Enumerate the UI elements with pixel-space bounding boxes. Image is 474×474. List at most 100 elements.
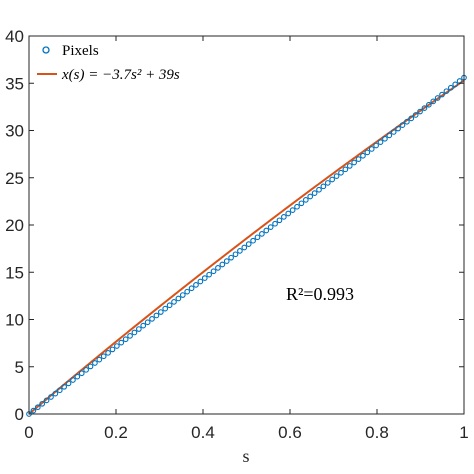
pixel-point (118, 339, 125, 346)
x-tick-label: 0.2 (104, 423, 128, 442)
pixel-point (74, 373, 81, 380)
legend: Pixels x(s) = −3.7s² + 39s (37, 43, 180, 83)
pixel-point (197, 278, 204, 285)
pixel-point (184, 288, 191, 295)
pixel-point (52, 390, 59, 397)
pixel-point (426, 101, 432, 108)
plot-frame (28, 35, 465, 415)
pixel-point (342, 166, 349, 173)
pixel-point (206, 271, 212, 278)
pixel-point (215, 265, 221, 271)
pixel-point (179, 292, 186, 298)
pixel-point (144, 319, 151, 326)
pixel-point (395, 125, 401, 132)
pixel-point (338, 169, 344, 176)
pixel-point (386, 132, 393, 139)
pixel-point (421, 105, 428, 112)
pixel-point (294, 203, 300, 210)
pixel-point (289, 207, 296, 213)
pixel-point (307, 193, 314, 200)
pixel-point (166, 302, 173, 309)
pixel-point (171, 299, 177, 305)
pixel-point (78, 370, 85, 377)
pixel-point (373, 142, 379, 149)
pixel-point (193, 282, 199, 288)
pixel-point (320, 183, 327, 190)
pixel-point (302, 197, 309, 203)
pixel-point (131, 329, 138, 336)
pixel-point (434, 95, 441, 101)
pixel-point (34, 404, 41, 411)
pixel-point (83, 366, 89, 373)
y-tick-label: 20 (5, 216, 24, 235)
x-tick-label: 0.8 (365, 423, 389, 442)
y-tick-label: 30 (5, 122, 24, 141)
pixel-point (65, 380, 72, 387)
pixel-point (333, 173, 340, 179)
r-squared-annotation: R²=0.993 (286, 284, 354, 304)
pixel-point (443, 88, 450, 95)
legend-label-pixels: Pixels (62, 43, 99, 59)
pixel-point (408, 115, 415, 122)
pixel-point (109, 346, 116, 353)
pixel-point (329, 176, 336, 183)
y-tick-label: 35 (5, 74, 24, 93)
y-tick-label: 15 (5, 263, 24, 282)
pixel-point (355, 156, 362, 162)
pixel-point (412, 112, 419, 118)
y-tick-label: 0 (15, 405, 24, 424)
pixel-point (210, 268, 217, 275)
pixel-point (39, 400, 46, 407)
pixel-point (364, 149, 371, 156)
pixel-point (377, 139, 384, 145)
y-tick-label: 40 (5, 27, 24, 46)
y-tick-label: 10 (5, 311, 24, 330)
pixel-point (87, 363, 94, 370)
pixel-point (162, 305, 169, 312)
pixel-point (140, 322, 147, 329)
pixel-point (223, 258, 230, 264)
pixel-point (122, 336, 129, 343)
legend-label-fit: x(s) = −3.7s² + 39s (61, 67, 180, 83)
pixel-point (245, 241, 252, 247)
pixel-point (285, 210, 292, 217)
pixel-point (311, 190, 318, 196)
pixel-point (61, 383, 68, 390)
pixel-point (114, 343, 120, 349)
pixel-point (382, 135, 388, 142)
pixel-point (324, 180, 331, 186)
pixel-point (30, 407, 37, 414)
pixel-point (316, 186, 322, 193)
pixel-point (237, 248, 243, 254)
x-tick-label: 1 (459, 423, 468, 442)
pixel-point (105, 349, 111, 356)
y-tick-label: 5 (15, 358, 24, 377)
pixel-point (417, 108, 423, 115)
pixel-point (360, 152, 366, 159)
pixel-point (430, 98, 437, 105)
x-tick-label: 0.4 (191, 423, 215, 442)
pixel-point (70, 377, 76, 383)
pixel-point (281, 214, 287, 220)
pixel-point (157, 309, 164, 315)
pixel-point (254, 234, 261, 241)
pixel-point (404, 118, 410, 125)
pixel-point (201, 275, 208, 281)
x-axis-title: s (242, 446, 249, 466)
x-tick-label: 0.6 (278, 423, 302, 442)
pixel-point (368, 146, 375, 152)
pixel-point (351, 159, 358, 166)
pixel-point (346, 163, 353, 169)
pixel-point (153, 312, 160, 319)
pixel-point (136, 326, 142, 332)
x-axis: 0 0.2 0.4 0.6 0.8 1 (24, 36, 469, 442)
y-axis: 0 5 10 15 20 25 30 35 40 (5, 27, 464, 424)
plot-area (26, 74, 467, 417)
x-tick-label: 0 (24, 423, 33, 442)
pixel-point (175, 295, 182, 302)
pixel-point (399, 122, 406, 128)
pixel-point (439, 91, 445, 98)
pixel-point (228, 254, 234, 261)
pixel-point (43, 397, 50, 404)
